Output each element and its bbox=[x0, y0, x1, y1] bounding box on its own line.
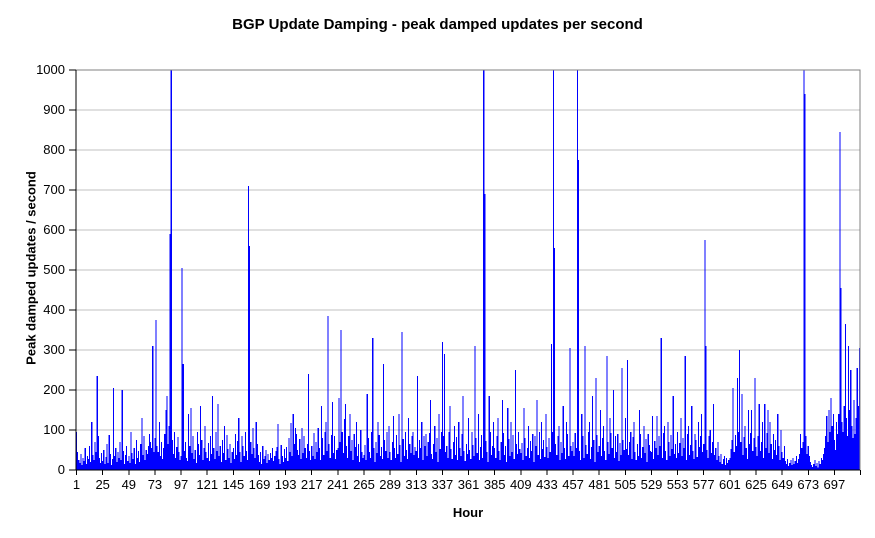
svg-text:97: 97 bbox=[174, 477, 188, 492]
svg-text:457: 457 bbox=[562, 477, 584, 492]
svg-text:481: 481 bbox=[588, 477, 610, 492]
svg-text:601: 601 bbox=[719, 477, 741, 492]
gridlines bbox=[76, 109, 860, 431]
svg-text:289: 289 bbox=[379, 477, 401, 492]
svg-text:217: 217 bbox=[301, 477, 323, 492]
svg-text:385: 385 bbox=[484, 477, 506, 492]
svg-text:433: 433 bbox=[536, 477, 558, 492]
svg-text:1: 1 bbox=[73, 477, 80, 492]
svg-text:100: 100 bbox=[43, 422, 65, 437]
svg-text:313: 313 bbox=[405, 477, 427, 492]
svg-text:265: 265 bbox=[353, 477, 375, 492]
svg-text:697: 697 bbox=[824, 477, 846, 492]
svg-text:600: 600 bbox=[43, 222, 65, 237]
svg-text:145: 145 bbox=[222, 477, 244, 492]
x-axis-title: Hour bbox=[452, 505, 484, 520]
svg-text:25: 25 bbox=[95, 477, 109, 492]
svg-text:553: 553 bbox=[667, 477, 689, 492]
svg-text:200: 200 bbox=[43, 382, 65, 397]
chart-title: BGP Update Damping - peak damped updates… bbox=[232, 16, 643, 33]
svg-text:1000: 1000 bbox=[36, 62, 65, 77]
svg-text:0: 0 bbox=[58, 462, 65, 477]
svg-text:241: 241 bbox=[327, 477, 349, 492]
svg-text:361: 361 bbox=[458, 477, 480, 492]
svg-text:577: 577 bbox=[693, 477, 715, 492]
bars bbox=[76, 70, 860, 470]
svg-text:193: 193 bbox=[275, 477, 297, 492]
svg-text:625: 625 bbox=[745, 477, 767, 492]
svg-text:121: 121 bbox=[196, 477, 218, 492]
svg-text:169: 169 bbox=[249, 477, 271, 492]
svg-text:900: 900 bbox=[43, 102, 65, 117]
svg-text:73: 73 bbox=[148, 477, 162, 492]
svg-text:649: 649 bbox=[771, 477, 793, 492]
svg-text:673: 673 bbox=[797, 477, 819, 492]
svg-text:529: 529 bbox=[641, 477, 663, 492]
svg-text:409: 409 bbox=[510, 477, 532, 492]
svg-text:400: 400 bbox=[43, 302, 65, 317]
tick-labels: 0 100 200 300 400 500 600 700 800 900 1000 1 25 49 73 9… bbox=[36, 62, 845, 492]
svg-text:500: 500 bbox=[43, 262, 65, 277]
svg-text:800: 800 bbox=[43, 142, 65, 157]
svg-text:49: 49 bbox=[122, 477, 136, 492]
svg-text:300: 300 bbox=[43, 342, 65, 357]
svg-text:337: 337 bbox=[432, 477, 454, 492]
axes bbox=[69, 69, 862, 475]
svg-text:700: 700 bbox=[43, 182, 65, 197]
svg-text:505: 505 bbox=[614, 477, 636, 492]
